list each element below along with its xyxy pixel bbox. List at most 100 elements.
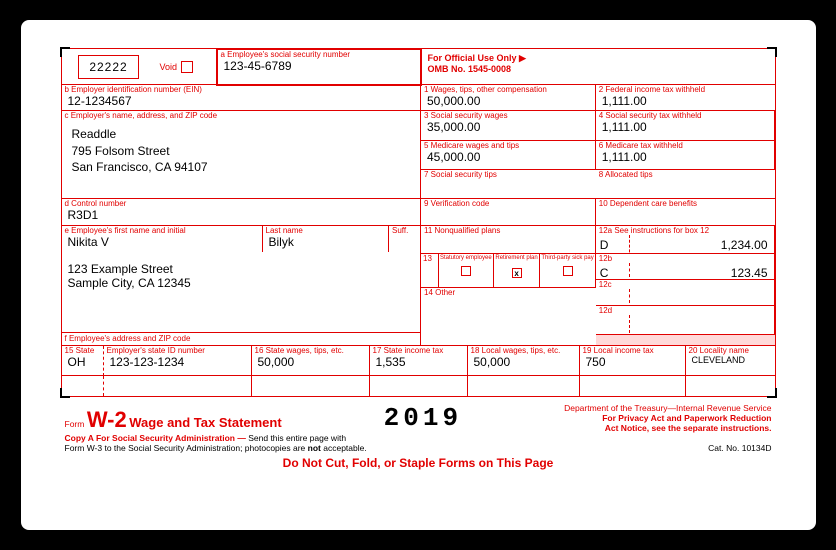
w2-form: 22222 Void a Employee's social security … [61,48,776,397]
box-9-label: 9 Verification code [421,199,595,208]
footer-left: Form W-2 Wage and Tax Statement [65,407,282,433]
copy-a: Copy A For Social Security Administratio… [65,433,249,443]
state-row2-e [468,376,580,396]
box-12a: 12a See instructions for box 12 D 1,234.… [596,226,775,254]
box-b-label: b Employer identification number (EIN) [62,85,421,94]
form-code: 22222 [78,55,138,79]
box-10: 10 Dependent care benefits [596,199,775,226]
box-13: 13 Statutory employee Retirement plan x … [421,254,596,288]
box-6-label: 6 Medicare tax withheld [596,141,774,150]
official-use-label: For Official Use Only ▶ [428,53,769,64]
sickpay-checkbox[interactable] [563,266,573,276]
box-13-label: 13 [421,254,439,287]
box-16-label: 16 State wages, tips, etc. [252,346,369,355]
box-14: 14 Other [421,288,596,346]
box-17-value: 1,535 [370,355,467,371]
employee-first: Nikita V [62,235,262,251]
copy-instructions: Copy A For Social Security Administratio… [65,433,367,453]
box-6-value: 1,111.00 [596,150,774,166]
box-6: 6 Medicare tax withheld 1,111.00 [596,141,775,170]
box-e-suff-label: Suff. [389,226,420,235]
box-d-control: d Control number R3D1 [62,199,422,226]
crop-mark [60,47,70,57]
stateid-label: Employer's state ID number [104,346,251,355]
box-8-label: 8 Allocated tips [596,170,775,179]
box-c-employer: c Employer's name, address, and ZIP code… [62,111,422,199]
state-row2-g [686,376,775,396]
box-17-label: 17 State income tax [370,346,467,355]
pink-strip [596,335,775,346]
copy2c: acceptable. [321,443,367,453]
box-12a-label: 12a See instructions for box 12 [596,226,774,235]
box-18: 18 Local wages, tips, etc. 50,000 [468,346,580,376]
tax-year: 2019 [384,403,462,433]
box-e-first-label: e Employee's first name and initial [62,226,262,235]
do-not-cut: Do Not Cut, Fold, or Staple Forms on Thi… [65,456,772,470]
box-18-label: 18 Local wages, tips, etc. [468,346,579,355]
box-a-label: a Employee's social security number [218,50,420,59]
box-12b-label: 12b [596,254,774,263]
box-11-label: 11 Nonqualified plans [421,226,595,235]
form-number: W-2 [87,407,127,432]
form-footer: Form W-2 Wage and Tax Statement 2019 Dep… [61,397,776,470]
box-3-label: 3 Social security wages [421,111,595,120]
box-15-label: 15 State [62,346,103,355]
void-label: Void [160,62,178,72]
box-2: 2 Federal income tax withheld 1,111.00 [596,85,775,111]
employee-street: 123 Example Street [68,262,418,276]
box-14-label: 14 Other [421,288,596,297]
box-11: 11 Nonqualified plans [421,226,596,254]
official-use: For Official Use Only ▶ OMB No. 1545-000… [422,49,775,85]
box-e-last-label: Last name [263,226,389,235]
box-7-label: 7 Social security tips [421,170,596,179]
box-12a-code: D [596,235,630,254]
box-12d: 12d [596,306,775,335]
statutory-checkbox[interactable] [461,266,471,276]
box-12c: 12c [596,280,775,306]
void-checkbox[interactable] [181,61,193,73]
state-value: OH [62,355,103,371]
employer-name: Readdle [72,126,413,142]
box-12a-amount: 1,234.00 [630,235,774,254]
employee-last: Bilyk [263,235,389,251]
box-15-state: 15 State OH [62,346,104,376]
box-17: 17 State income tax 1,535 [370,346,468,376]
employer-street: 795 Folsom Street [72,143,413,159]
employer-address: Readdle 795 Folsom Street San Francisco,… [62,120,421,179]
box-19-label: 19 Local income tax [580,346,685,355]
box-a-ssn: a Employee's social security number 123-… [216,48,422,86]
box-5: 5 Medicare wages and tips 45,000.00 [421,141,596,170]
privacy1: For Privacy Act and Paperwork Reduction [564,413,771,423]
box-12b: 12b C 123.45 [596,254,775,280]
box-19-value: 750 [580,355,685,371]
crop-mark [767,47,777,57]
box-4-value: 1,111.00 [596,120,774,136]
box-2-value: 1,111.00 [596,94,775,110]
box-12b-amount: 123.45 [630,263,774,280]
box-b-ein: b Employer identification number (EIN) 1… [62,85,422,111]
employee-address: 123 Example Street Sample City, CA 12345 [62,252,421,293]
state-row2-f [580,376,686,396]
omb-number: OMB No. 1545-0008 [428,64,769,74]
state-row2-c [252,376,370,396]
top-strip: 22222 Void a Employee's social security … [62,49,775,85]
box-9: 9 Verification code [421,199,596,226]
box-1: 1 Wages, tips, other compensation 50,000… [421,85,596,111]
box-1-value: 50,000.00 [421,94,595,110]
cat-number: Cat. No. 10134D [708,443,771,453]
box-7: 7 Social security tips [421,170,596,199]
copy2b: not [308,443,321,453]
box-10-label: 10 Dependent care benefits [596,199,775,208]
box-20: 20 Locality name CLEVELAND [686,346,775,376]
box-12b-code: C [596,263,630,280]
retirement-checkbox[interactable]: x [512,268,522,278]
box-12c-label: 12c [596,280,774,289]
state-row2-b [104,376,252,396]
form-prefix: Form [65,419,85,429]
box-f-label: f Employee's address and ZIP code [62,332,421,345]
box-20-value: CLEVELAND [686,355,775,368]
box-3-value: 35,000.00 [421,120,595,136]
box-18-value: 50,000 [468,355,579,371]
void-box: Void [156,49,216,85]
copy2a: Form W-3 to the Social Security Administ… [65,443,308,453]
